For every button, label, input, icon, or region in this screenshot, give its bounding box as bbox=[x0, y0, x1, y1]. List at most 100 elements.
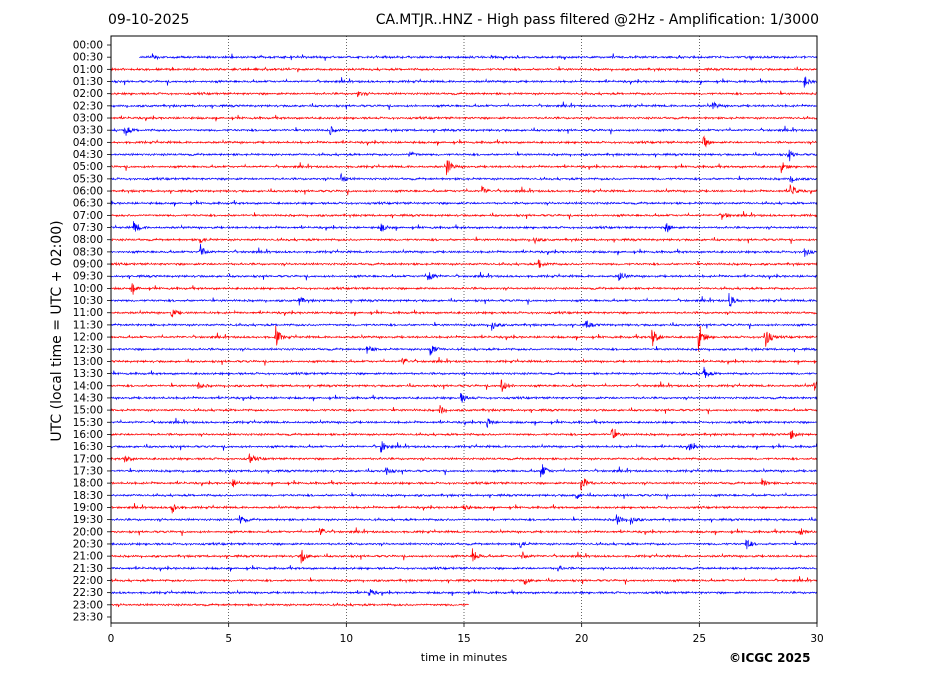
trace-row bbox=[110, 503, 818, 514]
y-tick-label: 21:30 bbox=[73, 563, 103, 575]
y-tick-label: 16:00 bbox=[73, 429, 103, 441]
y-tick-label: 22:00 bbox=[73, 575, 103, 587]
header-date: 09-10-2025 bbox=[108, 12, 190, 28]
trace-row bbox=[110, 428, 818, 439]
y-tick-label: 23:00 bbox=[73, 599, 103, 611]
trace-row bbox=[110, 514, 818, 525]
y-tick-label: 21:00 bbox=[73, 551, 103, 563]
y-tick-label: 13:30 bbox=[73, 368, 103, 380]
y-tick-label: 17:30 bbox=[73, 465, 103, 477]
x-tick-label: 20 bbox=[575, 633, 588, 645]
trace-row bbox=[110, 90, 818, 98]
trace-row bbox=[110, 221, 818, 233]
y-tick-label: 16:30 bbox=[73, 441, 103, 453]
y-tick-label: 01:00 bbox=[73, 64, 103, 76]
y-tick-label: 11:00 bbox=[73, 307, 103, 319]
trace-row bbox=[110, 393, 818, 403]
trace-row bbox=[110, 236, 818, 245]
y-tick-label: 13:00 bbox=[73, 356, 103, 368]
chart-title: CA.MTJR..HNZ - High pass filtered @2Hz -… bbox=[375, 12, 819, 28]
y-tick-label: 10:00 bbox=[73, 283, 103, 295]
x-tick-label: 25 bbox=[693, 633, 706, 645]
y-tick-label: 06:30 bbox=[73, 198, 103, 210]
trace-row bbox=[110, 259, 818, 269]
trace-row bbox=[110, 539, 818, 550]
trace-row bbox=[139, 53, 818, 61]
trace-row bbox=[110, 271, 818, 281]
trace-row bbox=[110, 320, 818, 331]
x-tick-label: 0 bbox=[108, 633, 115, 645]
y-tick-label: 06:00 bbox=[73, 186, 103, 198]
y-tick-label: 23:30 bbox=[73, 611, 103, 623]
copyright-text: ©ICGC 2025 bbox=[729, 651, 811, 665]
y-tick-label: 01:30 bbox=[73, 76, 103, 88]
trace-row bbox=[110, 114, 818, 122]
y-tick-label: 20:00 bbox=[73, 526, 103, 538]
x-tick-label: 30 bbox=[810, 633, 823, 645]
trace-row bbox=[110, 602, 469, 608]
y-tick-label: 04:30 bbox=[73, 149, 103, 161]
trace-row bbox=[110, 478, 818, 492]
x-tick-label: 10 bbox=[340, 633, 353, 645]
trace-row bbox=[110, 345, 818, 356]
grid-layer bbox=[228, 36, 700, 623]
y-tick-label: 20:30 bbox=[73, 538, 103, 550]
trace-row bbox=[110, 309, 818, 318]
x-tick-label: 5 bbox=[225, 633, 232, 645]
y-tick-label: 19:30 bbox=[73, 514, 103, 526]
trace-row bbox=[110, 405, 818, 415]
trace-row bbox=[110, 76, 818, 88]
trace-row bbox=[110, 66, 818, 73]
trace-layer bbox=[110, 53, 818, 608]
trace-row bbox=[110, 149, 818, 162]
y-tick-label: 05:00 bbox=[73, 161, 103, 173]
y-tick-label: 19:00 bbox=[73, 502, 103, 514]
trace-row bbox=[110, 101, 818, 111]
trace-row bbox=[110, 210, 818, 220]
y-tick-label: 11:30 bbox=[73, 319, 103, 331]
trace-row bbox=[110, 243, 818, 257]
trace-row bbox=[110, 491, 818, 500]
y-tick-label: 09:00 bbox=[73, 259, 103, 271]
y-tick-label: 10:30 bbox=[73, 295, 103, 307]
y-tick-label: 03:00 bbox=[73, 113, 103, 125]
y-tick-label: 12:30 bbox=[73, 344, 103, 356]
trace-row bbox=[110, 325, 818, 352]
y-tick-label: 00:30 bbox=[73, 52, 103, 64]
trace-row bbox=[110, 548, 818, 564]
y-tick-label: 08:30 bbox=[73, 246, 103, 258]
trace-row bbox=[110, 576, 818, 585]
y-tick-label: 02:00 bbox=[73, 88, 103, 100]
y-tick-label: 18:30 bbox=[73, 490, 103, 502]
trace-row bbox=[110, 417, 818, 428]
trace-row bbox=[110, 125, 818, 136]
y-tick-label: 03:30 bbox=[73, 125, 103, 137]
y-tick-label: 22:30 bbox=[73, 587, 103, 599]
y-tick-labels: 00:0000:3001:0001:3002:0002:3003:0003:30… bbox=[73, 40, 111, 623]
y-tick-label: 15:30 bbox=[73, 417, 103, 429]
y-tick-label: 04:00 bbox=[73, 137, 103, 149]
y-tick-label: 09:30 bbox=[73, 271, 103, 283]
trace-row bbox=[110, 183, 818, 196]
y-tick-label: 12:00 bbox=[73, 332, 103, 344]
trace-row bbox=[110, 135, 818, 148]
y-axis-label: UTC (local time = UTC + 02:00) bbox=[49, 220, 65, 442]
trace-row bbox=[110, 588, 818, 596]
trace-row bbox=[110, 357, 818, 366]
y-tick-label: 14:30 bbox=[73, 392, 103, 404]
x-tick-labels: 0 5 10 15 20 25 30 bbox=[108, 623, 824, 645]
trace-row bbox=[110, 292, 818, 307]
x-tick-label: 15 bbox=[457, 633, 470, 645]
plot-frame bbox=[110, 35, 818, 624]
trace-row bbox=[110, 160, 818, 176]
trace-row bbox=[110, 527, 818, 536]
trace-row bbox=[110, 441, 818, 453]
y-tick-label: 17:00 bbox=[73, 453, 103, 465]
y-tick-label: 07:30 bbox=[73, 222, 103, 234]
trace-row bbox=[110, 283, 818, 295]
y-tick-label: 08:00 bbox=[73, 234, 103, 246]
trace-row bbox=[110, 565, 818, 572]
trace-row bbox=[110, 464, 818, 478]
